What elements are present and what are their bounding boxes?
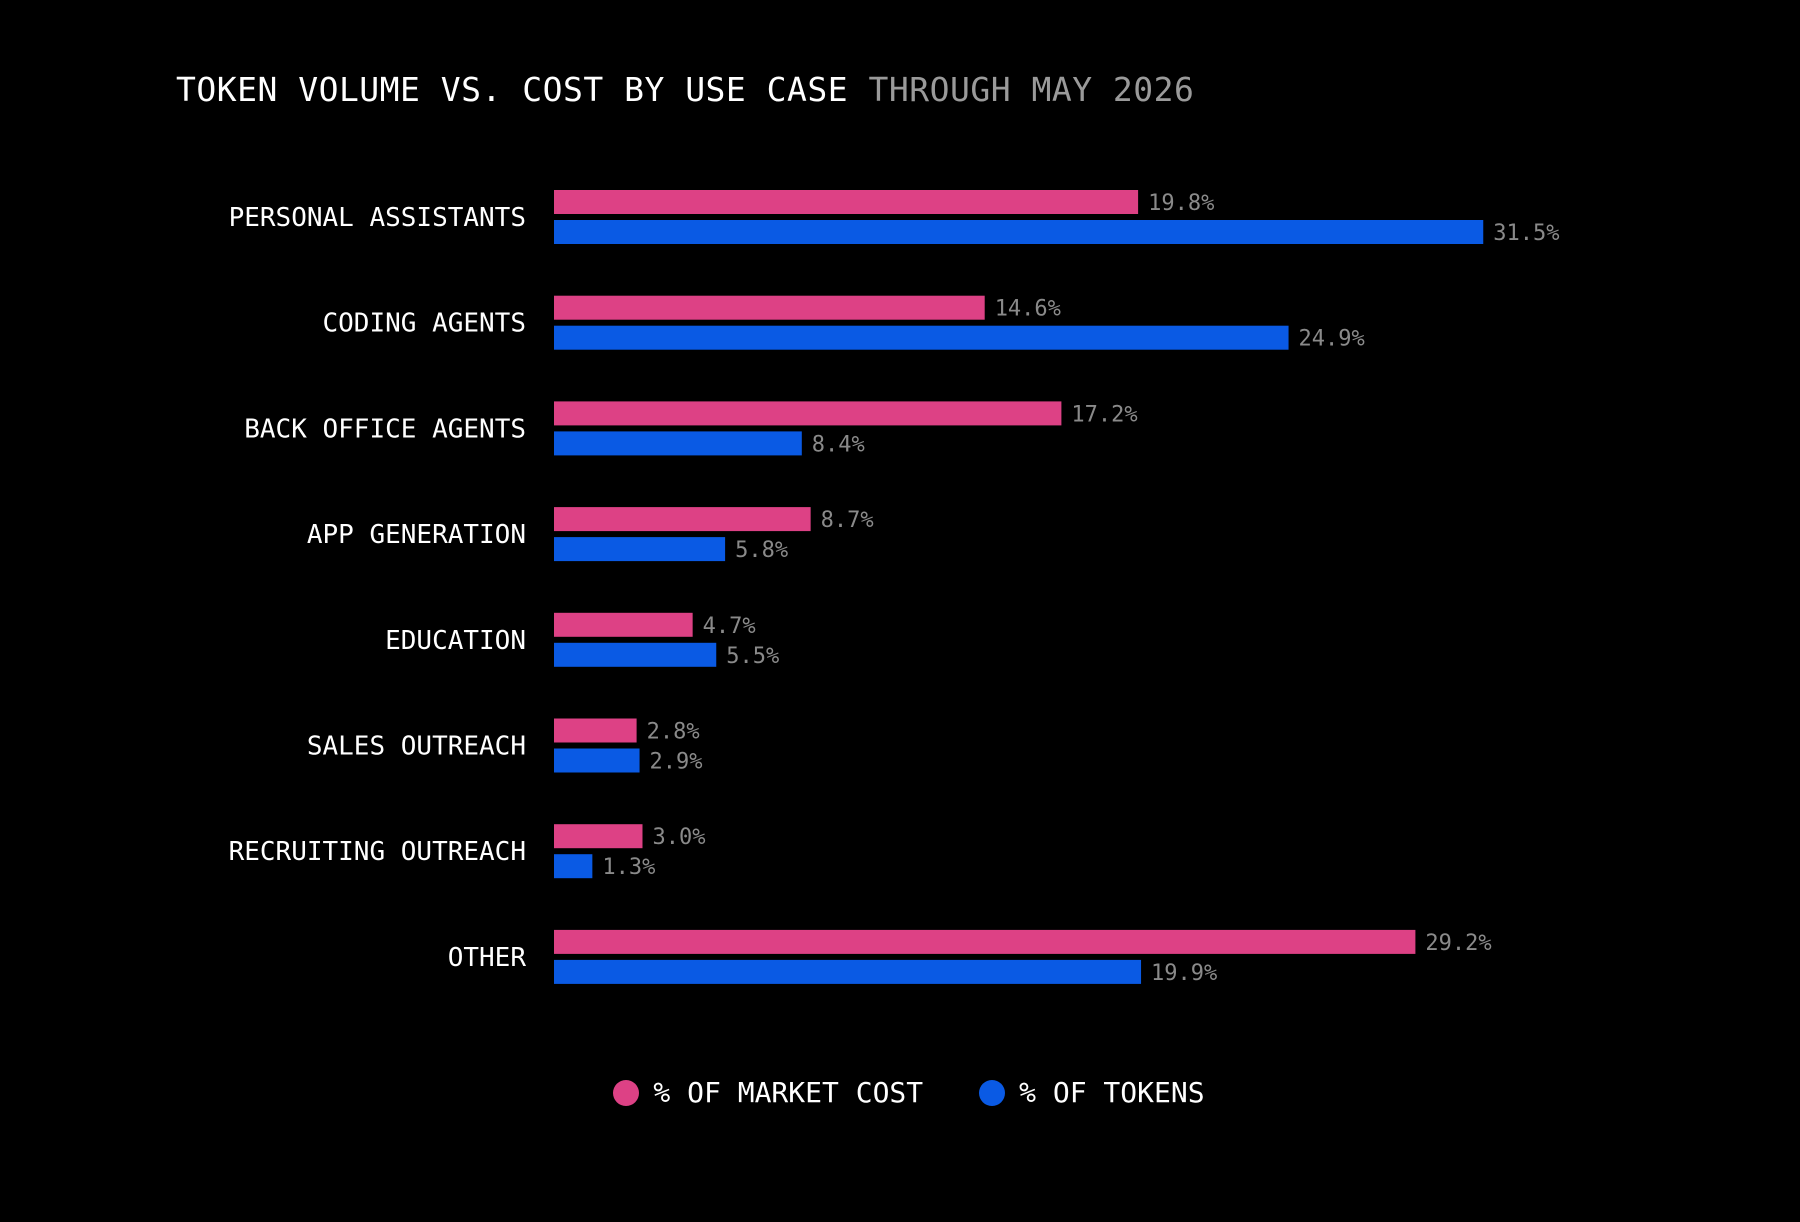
- bar-tokens: [554, 537, 726, 562]
- value-label-market-cost: 17.2%: [1071, 402, 1137, 427]
- bar-market-cost: [554, 295, 985, 320]
- value-label-tokens: 5.8%: [735, 538, 788, 563]
- value-label-tokens: 24.9%: [1299, 327, 1365, 352]
- bar-market-cost: [554, 929, 1416, 954]
- bar-group-recruiting-outreach: RECRUITING OUTREACH 3.0% 1.3%: [229, 824, 706, 880]
- bar-group-back-office-agents: BACK OFFICE AGENTS 17.2% 8.4%: [244, 401, 1138, 457]
- category-label: APP GENERATION: [307, 520, 526, 550]
- chart-subtitle: THROUGH MAY 2026: [868, 70, 1195, 109]
- legend-item-tokens: % OF TOKENS: [979, 1076, 1205, 1109]
- bar-group-other: OTHER 29.2% 19.9%: [448, 929, 1492, 986]
- bar-market-cost: [554, 824, 643, 849]
- bar-tokens: [554, 325, 1289, 350]
- category-label: PERSONAL ASSISTANTS: [229, 203, 526, 233]
- value-label-market-cost: 2.8%: [647, 720, 700, 745]
- legend-swatch-market-cost: [613, 1079, 640, 1106]
- bar-group-personal-assistants: PERSONAL ASSISTANTS 19.8% 31.5%: [229, 190, 1559, 246]
- bar-market-cost: [554, 401, 1062, 426]
- legend-swatch-tokens: [979, 1079, 1006, 1106]
- category-label: SALES OUTREACH: [307, 732, 526, 762]
- value-label-market-cost: 3.0%: [653, 825, 706, 850]
- value-label-market-cost: 4.7%: [703, 614, 756, 639]
- bars-layer: PERSONAL ASSISTANTS 19.8% 31.5% CODING AGEN…: [229, 190, 1559, 986]
- bar-tokens: [554, 748, 640, 773]
- value-label-market-cost: 14.6%: [995, 297, 1061, 322]
- bar-group-education: EDUCATION 4.7% 5.5%: [385, 612, 779, 669]
- bar-tokens: [554, 642, 717, 667]
- chart-title: TOKEN VOLUME VS. COST BY USE CASE THROUG…: [176, 70, 1194, 109]
- category-label: BACK OFFICE AGENTS: [244, 414, 526, 444]
- value-label-tokens: 8.4%: [812, 432, 865, 457]
- category-label: RECRUITING OUTREACH: [229, 837, 526, 867]
- value-label-market-cost: 29.2%: [1425, 931, 1491, 956]
- category-label: CODING AGENTS: [323, 309, 527, 339]
- bar-group-sales-outreach: SALES OUTREACH 2.8% 2.9%: [307, 718, 703, 775]
- bar-market-cost: [554, 507, 811, 532]
- value-label-tokens: 31.5%: [1493, 221, 1559, 246]
- bar-group-coding-agents: CODING AGENTS 14.6% 24.9%: [323, 295, 1365, 352]
- bar-tokens: [554, 431, 802, 456]
- value-label-market-cost: 19.8%: [1148, 191, 1214, 216]
- legend-label-tokens: % OF TOKENS: [1019, 1076, 1205, 1109]
- category-label: EDUCATION: [385, 626, 526, 656]
- bar-group-app-generation: APP GENERATION 8.7% 5.8%: [307, 507, 874, 563]
- chart-title-main: TOKEN VOLUME VS. COST BY USE CASE: [176, 70, 849, 109]
- bar-market-cost: [554, 190, 1139, 214]
- legend: % OF MARKET COST % OF TOKENS: [0, 1076, 1800, 1109]
- bar-tokens: [554, 854, 593, 879]
- legend-label-market-cost: % OF MARKET COST: [653, 1076, 924, 1109]
- bar-tokens: [554, 220, 1484, 244]
- bar-market-cost: [554, 612, 693, 637]
- value-label-market-cost: 8.7%: [821, 508, 874, 533]
- value-label-tokens: 5.5%: [726, 644, 779, 669]
- bar-tokens: [554, 959, 1142, 984]
- category-label: OTHER: [448, 943, 527, 973]
- value-label-tokens: 19.9%: [1151, 961, 1217, 986]
- value-label-tokens: 1.3%: [602, 855, 655, 880]
- value-label-tokens: 2.9%: [650, 750, 703, 775]
- bar-market-cost: [554, 718, 637, 743]
- legend-item-market-cost: % OF MARKET COST: [613, 1076, 923, 1109]
